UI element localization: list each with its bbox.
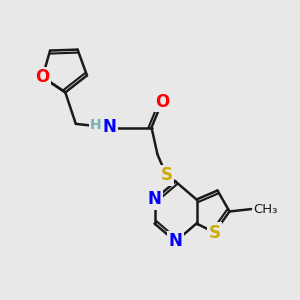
Text: O: O [35,68,50,86]
Text: CH₃: CH₃ [254,202,278,216]
Text: N: N [148,190,161,208]
Text: S: S [160,167,172,184]
Text: N: N [103,118,116,136]
Text: H: H [90,118,102,132]
Text: O: O [155,93,169,111]
Text: S: S [208,224,220,242]
Text: N: N [169,232,182,250]
